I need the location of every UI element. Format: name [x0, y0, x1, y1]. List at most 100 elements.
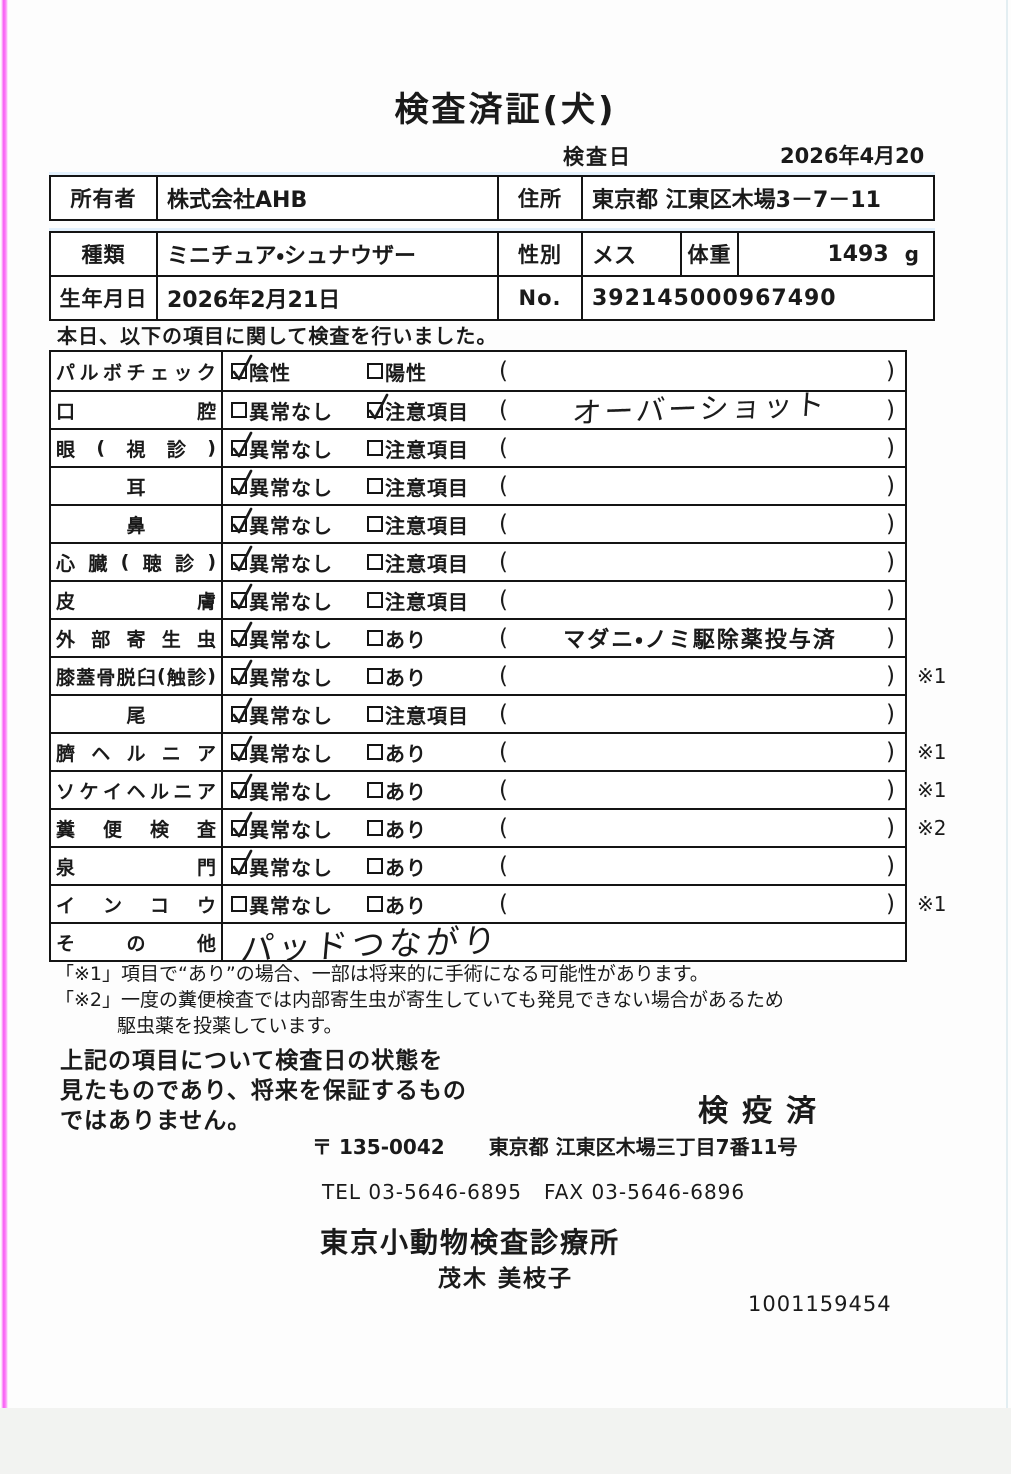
exam-row: 口腔 異常なし 注意項目 (オーバーショット) — [51, 387, 905, 430]
exam-option: 注意項目 — [367, 586, 495, 615]
breed-label: 種類 — [51, 233, 158, 275]
exam-option: 注意項目 — [367, 472, 495, 501]
scan-bottom-band — [0, 1408, 1011, 1474]
exam-options: 異常なし あり — [223, 849, 495, 881]
exam-row-content: 異常なし 注意項目 () — [223, 544, 905, 580]
check-mark-icon — [232, 545, 253, 572]
exam-option: 異常なし — [231, 431, 367, 463]
reference-mark: ※1 — [917, 892, 947, 916]
exam-option: 異常なし — [231, 890, 367, 919]
paren-close: ) — [886, 435, 895, 461]
exam-option-label: 異常なし — [249, 855, 333, 880]
paren-open: ( — [499, 701, 508, 727]
exam-option: 異常なし — [231, 545, 367, 577]
exam-item-label: 心臓(聴診) — [51, 544, 223, 580]
exam-option-label: 注意項目 — [385, 513, 469, 538]
checkbox-checked — [231, 621, 253, 648]
checkbox-checked — [231, 773, 253, 800]
checkbox-unchecked — [367, 516, 383, 532]
remarks-parens: (マダニ・ノミ駆除薬投与済) — [495, 625, 905, 653]
exam-row: 臍ヘルニア 異常なし あり () ※1 — [51, 732, 946, 770]
exam-row-content: 異常なし 注意項目 () — [223, 582, 905, 618]
exam-option: あり — [367, 890, 495, 919]
checkbox-unchecked — [367, 554, 383, 570]
address-value: 東京都 江東区木場3－7－11 — [592, 188, 881, 213]
sex-label: 性別 — [499, 233, 583, 275]
checkbox-unchecked — [367, 706, 383, 722]
check-mark-icon — [232, 849, 253, 876]
paren-open: ( — [499, 663, 508, 689]
checkbox-checked — [231, 811, 253, 838]
checkbox-checked — [231, 659, 253, 686]
address-label: 住所 — [499, 177, 583, 219]
exam-option-label: 陽性 — [385, 360, 427, 385]
disclaimer-line: 上記の項目について検査日の状態を — [60, 1048, 444, 1074]
exam-row: 眼(視診) 異常なし 注意項目 () — [51, 428, 905, 466]
paren-close: ) — [886, 625, 895, 651]
remarks-parens: () — [495, 435, 905, 461]
exam-item-label: インコウ — [51, 886, 223, 922]
exam-option-label: 注意項目 — [385, 703, 469, 728]
exam-option: 異常なし — [231, 811, 367, 843]
exam-option: 注意項目 — [367, 434, 495, 463]
footnote-line: 「※2」一度の糞便検査では内部寄生虫が寄生していても発見できない場合があるため — [55, 989, 784, 1011]
paren-close: ) — [886, 511, 895, 537]
checkbox-checked — [231, 583, 253, 610]
exam-option: 陽性 — [367, 357, 495, 386]
exam-option: あり — [367, 738, 495, 767]
exam-row: 泉門 異常なし あり () — [51, 846, 905, 884]
exam-option: あり — [367, 814, 495, 843]
exam-row-content: 異常なし 注意項目 () — [223, 468, 905, 504]
disclaimer-line: 見たものであり、将来を保証するもの — [60, 1078, 467, 1104]
exam-option: 異常なし — [231, 849, 367, 881]
exam-option-label: 注意項目 — [385, 589, 469, 614]
exam-options: 異常なし 注意項目 — [223, 545, 495, 577]
checkbox-checked — [231, 735, 253, 762]
exam-option-label: 異常なし — [249, 779, 333, 804]
remarks-parens: () — [495, 587, 905, 613]
exam-row: 耳 異常なし 注意項目 () — [51, 466, 905, 504]
reference-mark: ※2 — [917, 816, 947, 840]
disclaimer-line: ではありません。 — [60, 1108, 252, 1134]
paren-open: ( — [499, 473, 508, 499]
checkbox-unchecked — [231, 896, 247, 912]
handwritten-remarks-text: オーバーショット — [571, 387, 829, 431]
exam-row: 膝蓋骨脱臼(触診) 異常なし あり () ※1 — [51, 656, 946, 694]
paren-close: ) — [886, 891, 895, 917]
remarks-parens: () — [495, 473, 905, 499]
exam-item-label: 眼(視診) — [51, 430, 223, 466]
exam-options: 異常なし 注意項目 — [223, 431, 495, 463]
paren-close: ) — [886, 739, 895, 765]
exam-options: 異常なし 注意項目 — [223, 583, 495, 615]
exam-option: 陰性 — [231, 354, 367, 386]
checkbox-checked — [231, 469, 253, 496]
quarantine-stamp: 検疫済 — [698, 1094, 830, 1129]
exam-option: 異常なし — [231, 773, 367, 805]
number-label: No. — [499, 277, 583, 319]
postal-code: 〒 135-0042 — [312, 1135, 445, 1159]
weight-unit: g — [904, 242, 919, 266]
breed-value: ミニチュア・シュナウザー — [158, 233, 499, 275]
exam-options: 異常なし 注意項目 — [223, 393, 495, 425]
check-mark-icon — [232, 735, 253, 762]
birth-row: 生年月日 2026年2月21日 No. 392145000967490 — [51, 275, 933, 319]
birthdate-value: 2026年2月21日 — [158, 277, 499, 319]
owner-value: 株式会社AHB — [158, 177, 499, 219]
reference-mark: ※1 — [917, 664, 947, 688]
exam-item-label: 臍ヘルニア — [51, 734, 223, 770]
exam-option-label: 注意項目 — [385, 437, 469, 462]
exam-option: あり — [367, 662, 495, 691]
check-mark-icon — [232, 583, 253, 610]
pet-table: 種類 ミニチュア・シュナウザー 性別 メス 体重 1493 g 生年月日 202… — [49, 231, 935, 321]
weight-label: 体重 — [682, 233, 739, 275]
paren-close: ) — [886, 777, 895, 803]
exam-item-label: 外部寄生虫 — [51, 620, 223, 656]
weight-cell: 1493 g — [739, 233, 933, 275]
inspection-date-label: 検査日 — [563, 145, 632, 169]
exam-option: 異常なし — [231, 659, 367, 691]
exam-option-label: あり — [385, 779, 427, 804]
remarks-parens: () — [495, 358, 905, 384]
exam-row-content: 異常なし あり (マダニ・ノミ駆除薬投与済) — [223, 620, 905, 656]
exam-row-content: 異常なし あり () — [223, 848, 905, 884]
check-mark-icon — [232, 811, 253, 838]
